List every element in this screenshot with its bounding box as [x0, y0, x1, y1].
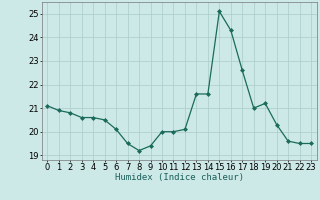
X-axis label: Humidex (Indice chaleur): Humidex (Indice chaleur): [115, 173, 244, 182]
